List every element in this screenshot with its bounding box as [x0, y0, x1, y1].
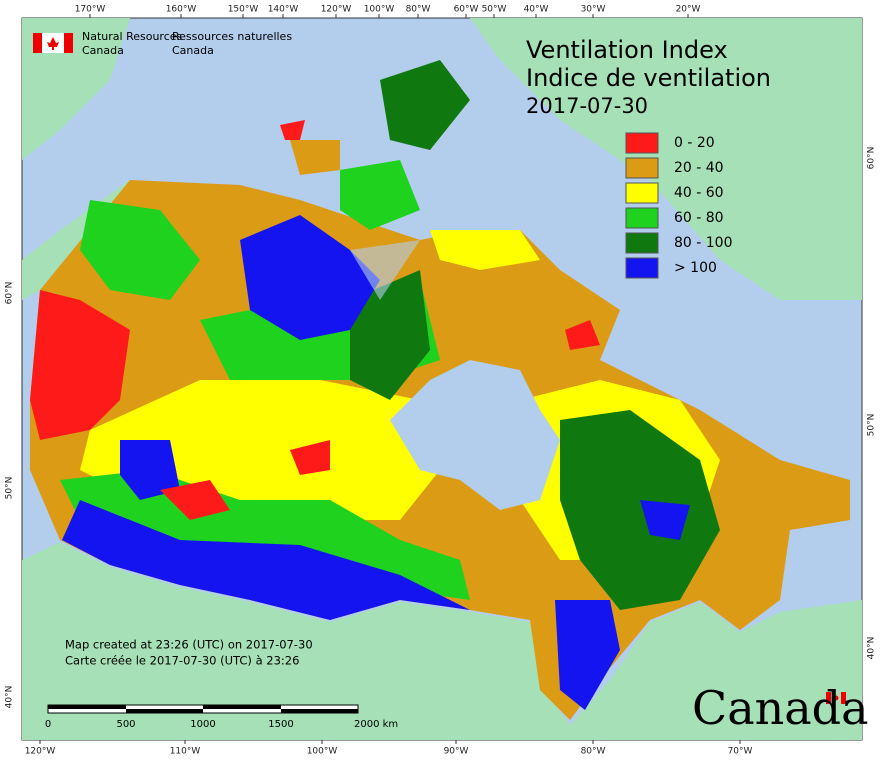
scale-bar: 0 500 1000 1500 2000 km	[45, 704, 398, 730]
scale-segment	[203, 705, 281, 709]
legend-label: > 100	[674, 260, 717, 276]
lat-label: 40°N	[5, 686, 15, 709]
lat-label: 50°N	[5, 477, 15, 500]
lon-label: 150°W	[228, 5, 259, 15]
flag-bar	[841, 692, 846, 704]
credit: Map created at 23:26 (UTC) on 2017-07-30	[65, 638, 313, 652]
greenland	[470, 18, 862, 300]
wordmark-flag	[826, 692, 846, 704]
alaska	[22, 18, 130, 160]
lat-label: 50°N	[867, 414, 877, 437]
region-80-100-kivalliq	[350, 270, 430, 400]
title: Ventilation Index	[526, 36, 728, 64]
lon-label: 70°W	[728, 747, 753, 757]
lat-label: 60°N	[867, 147, 877, 170]
flag-bar	[33, 33, 42, 53]
legend-label: 20 - 40	[674, 160, 724, 176]
hudson-bay	[390, 360, 560, 510]
region-20-40-islands	[290, 140, 340, 175]
legend-swatch	[625, 257, 659, 279]
region-60-80-islands	[340, 160, 420, 230]
lon-label: 30°W	[581, 5, 606, 15]
region-80-100-ellesmere	[380, 60, 470, 150]
region-0-20-baffin	[565, 320, 600, 350]
region-0-20-west	[30, 290, 130, 440]
scale-label: 500	[116, 719, 135, 730]
title: Indice de ventilation	[526, 64, 771, 92]
region-over-100-alberta	[120, 440, 180, 500]
region-60-80-yukon	[80, 200, 200, 300]
lon-label: 120°W	[25, 747, 56, 757]
agency-en: Natural Resources	[82, 30, 183, 43]
united-states	[22, 542, 862, 740]
lon-label: 20°W	[676, 5, 701, 15]
flag-bar	[826, 692, 831, 704]
lon-label: 120°W	[321, 5, 352, 15]
lon-label: 110°W	[170, 747, 201, 757]
region-0-20-north	[290, 440, 330, 475]
region-over-100-south	[62, 500, 470, 620]
region-0-20-islands	[280, 120, 305, 140]
lon-label: 80°W	[581, 747, 606, 757]
region-80-100-quebec	[560, 410, 720, 610]
arctic-channel	[350, 240, 420, 300]
legend-swatch	[625, 132, 659, 154]
legend-label: 60 - 80	[674, 210, 724, 226]
agency-en: Canada	[82, 44, 124, 57]
date: 2017-07-30	[526, 94, 648, 118]
lat-label: 60°N	[5, 282, 15, 305]
maple-leaf	[833, 695, 839, 701]
legend-swatch	[625, 157, 659, 179]
region-40-60-baffin	[430, 230, 540, 270]
region-over-100-nunavut	[240, 215, 380, 340]
scale-segment	[48, 705, 126, 709]
legend-label: 80 - 100	[674, 235, 733, 251]
scale-label: 2000 km	[354, 719, 398, 730]
lon-label: 100°W	[364, 5, 395, 15]
region-0-20-sask	[160, 480, 230, 520]
legend-swatch	[625, 207, 659, 229]
legend-swatch	[625, 182, 659, 204]
credit: Carte créée le 2017-07-30 (UTC) à 23:26	[65, 654, 299, 668]
fip-flag	[33, 33, 73, 53]
lon-label: 60°W	[454, 5, 479, 15]
lon-label: 40°W	[524, 5, 549, 15]
lon-label: 140°W	[268, 5, 299, 15]
region-over-100-gaspe	[640, 500, 690, 540]
region-over-100-ontario	[555, 600, 620, 710]
scale-label: 1000	[190, 719, 215, 730]
maple-leaf	[47, 37, 59, 50]
scale-label: 1500	[268, 719, 293, 730]
legend: 0 - 20 20 - 40 40 - 60 60 - 80 80 - 100 > 100	[625, 132, 733, 279]
lon-label: 160°W	[166, 5, 197, 15]
scale-segment	[126, 709, 203, 713]
agency-fr: Canada	[172, 44, 214, 57]
wordmark: Canada	[692, 681, 869, 735]
lon-label: 170°W	[75, 5, 106, 15]
lon-label: 100°W	[307, 747, 338, 757]
flag-bar	[64, 33, 73, 53]
agency-fr: Ressources naturelles	[172, 30, 292, 43]
scale-segment	[281, 709, 358, 713]
lon-label: 80°W	[406, 5, 431, 15]
legend-label: 40 - 60	[674, 185, 724, 201]
scale-label: 0	[45, 719, 51, 730]
lat-label: 40°N	[867, 637, 877, 660]
lon-label: 90°W	[444, 747, 469, 757]
lon-label: 50°W	[482, 5, 507, 15]
legend-swatch	[625, 232, 659, 254]
legend-label: 0 - 20	[674, 135, 715, 151]
